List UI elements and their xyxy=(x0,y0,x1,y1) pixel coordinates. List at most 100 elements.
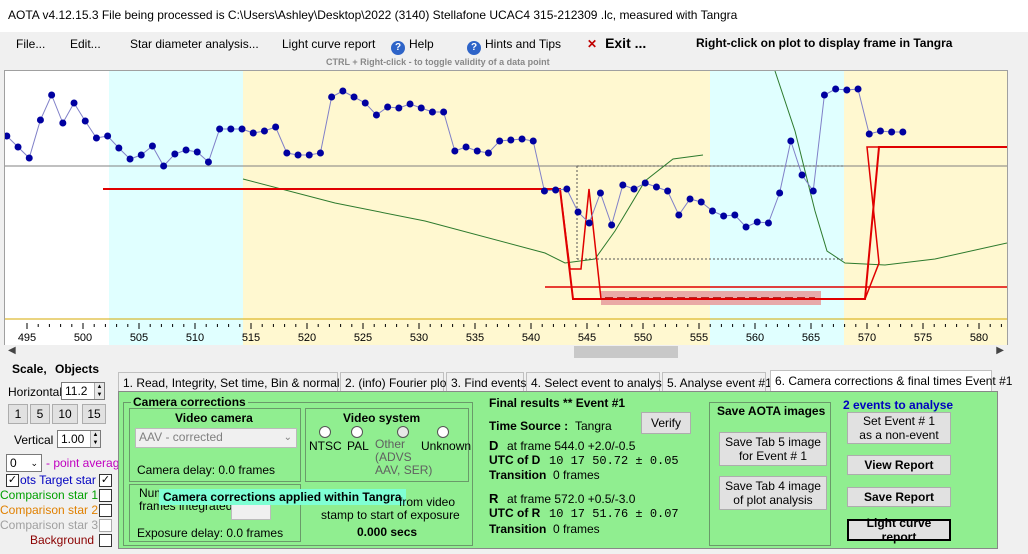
menu-edit[interactable]: Edit... xyxy=(70,37,101,51)
light-curve-plot[interactable]: 495 500 505 510 515 520 525 530 535 540 545 550 555 5… xyxy=(3,70,1008,346)
data-point[interactable] xyxy=(652,183,660,191)
data-point[interactable] xyxy=(832,85,840,93)
save-tab4-image-button[interactable]: Save Tab 4 image of plot analysis xyxy=(719,476,827,510)
data-point[interactable] xyxy=(137,151,145,159)
data-point[interactable] xyxy=(328,93,336,101)
data-point[interactable] xyxy=(540,187,548,195)
data-point[interactable] xyxy=(787,137,795,145)
data-point[interactable] xyxy=(742,223,750,231)
data-point[interactable] xyxy=(731,211,739,219)
data-point[interactable] xyxy=(641,179,649,187)
data-point[interactable] xyxy=(753,218,761,226)
data-point[interactable] xyxy=(350,93,358,101)
tab-select-event[interactable]: 4. Select event to analyse xyxy=(526,372,668,392)
comparison-star-2-checkbox[interactable] xyxy=(99,504,112,517)
scale-button-1[interactable]: 1 xyxy=(8,404,28,424)
menu-hints[interactable]: ? Hints and Tips xyxy=(467,37,561,55)
data-point[interactable] xyxy=(664,187,672,195)
data-point[interactable] xyxy=(283,149,291,157)
data-point[interactable] xyxy=(574,208,582,216)
data-point[interactable] xyxy=(260,127,268,135)
data-point[interactable] xyxy=(820,91,828,99)
vertical-spin-icon[interactable]: ▲ ▼ xyxy=(90,431,100,447)
data-point[interactable] xyxy=(619,181,627,189)
data-point[interactable] xyxy=(70,99,78,107)
scroll-left-icon[interactable]: ◀ xyxy=(8,345,16,356)
data-point[interactable] xyxy=(182,146,190,154)
scale-button-10[interactable]: 10 xyxy=(52,404,78,424)
data-point[interactable] xyxy=(227,125,235,133)
target-star-checkbox-left[interactable]: ✓ xyxy=(6,474,19,487)
data-point[interactable] xyxy=(764,219,772,227)
point-average-select[interactable]: 0 ⌄ xyxy=(6,454,42,472)
camera-select[interactable]: AAV - corrected ⌄ xyxy=(135,428,297,448)
data-point[interactable] xyxy=(160,162,168,170)
save-tab5-image-button[interactable]: Save Tab 5 image for Event # 1 xyxy=(719,432,827,466)
data-point[interactable] xyxy=(473,147,481,155)
data-point[interactable] xyxy=(294,151,302,159)
set-non-event-button[interactable]: Set Event # 1 as a non-event xyxy=(847,412,951,444)
view-report-button[interactable]: View Report xyxy=(847,455,951,475)
data-point[interactable] xyxy=(204,158,212,166)
light-curve-svg[interactable]: 495 500 505 510 515 520 525 530 535 540 545 550 555 5… xyxy=(3,70,1008,345)
data-point[interactable] xyxy=(507,136,515,144)
light-curve-report-button[interactable]: Light curve report xyxy=(847,516,951,544)
data-point[interactable] xyxy=(92,134,100,142)
data-point[interactable] xyxy=(36,116,44,124)
data-point[interactable] xyxy=(899,128,907,136)
radio-pal[interactable] xyxy=(351,426,363,438)
data-point[interactable] xyxy=(496,137,504,145)
verify-button[interactable]: Verify xyxy=(641,412,691,434)
radio-ntsc[interactable] xyxy=(319,426,331,438)
data-point[interactable] xyxy=(148,142,156,150)
scroll-right-icon[interactable]: ▶ xyxy=(996,345,1004,356)
data-point[interactable] xyxy=(854,85,862,93)
data-point[interactable] xyxy=(171,150,179,158)
data-point[interactable] xyxy=(417,104,425,112)
data-point[interactable] xyxy=(518,135,526,143)
data-point[interactable] xyxy=(372,111,380,119)
tab-analyse-event[interactable]: 5. Analyse event #1 xyxy=(662,372,772,392)
vertical-scale-input[interactable]: 1.00 ▲ ▼ xyxy=(57,430,101,448)
data-point[interactable] xyxy=(563,185,571,193)
data-point[interactable] xyxy=(697,198,705,206)
scale-button-5[interactable]: 5 xyxy=(30,404,50,424)
horizontal-spin-icon[interactable]: ▲ ▼ xyxy=(94,383,104,399)
data-point[interactable] xyxy=(675,211,683,219)
horizontal-scale-input[interactable]: 11.2 ▲ ▼ xyxy=(61,382,105,400)
data-point[interactable] xyxy=(316,149,324,157)
menu-light-curve-report[interactable]: Light curve report xyxy=(282,37,376,51)
data-point[interactable] xyxy=(216,125,224,133)
data-point[interactable] xyxy=(552,186,560,194)
data-point[interactable] xyxy=(193,148,201,156)
data-point[interactable] xyxy=(440,108,448,116)
comparison-star-1-checkbox[interactable] xyxy=(99,489,112,502)
data-point[interactable] xyxy=(126,155,134,163)
plot-scrollbar[interactable]: ◀ ▶ xyxy=(4,345,1008,359)
background-checkbox[interactable] xyxy=(99,534,112,547)
data-point[interactable] xyxy=(115,144,123,152)
data-point[interactable] xyxy=(843,86,851,94)
data-point[interactable] xyxy=(249,129,257,137)
data-point[interactable] xyxy=(272,123,280,131)
data-point[interactable] xyxy=(81,117,89,125)
data-point[interactable] xyxy=(529,137,537,145)
tab-read-integrity[interactable]: 1. Read, Integrity, Set time, Bin & norm… xyxy=(118,372,355,392)
scrollbar-thumb[interactable] xyxy=(574,346,678,358)
radio-other[interactable] xyxy=(397,426,409,438)
data-point[interactable] xyxy=(395,104,403,112)
data-point[interactable] xyxy=(809,187,817,195)
tab-fourier-plot[interactable]: 2. (info) Fourier plot xyxy=(340,372,450,392)
menu-star-diameter[interactable]: Star diameter analysis... xyxy=(130,37,259,51)
tab-find-events[interactable]: 3. Find events xyxy=(446,372,526,392)
data-point[interactable] xyxy=(462,143,470,151)
tab-camera-corrections[interactable]: 6. Camera corrections & final times Even… xyxy=(770,370,1012,392)
data-point[interactable] xyxy=(720,212,728,220)
data-point[interactable] xyxy=(686,195,694,203)
data-point[interactable] xyxy=(384,103,392,111)
data-point[interactable] xyxy=(238,125,246,133)
data-point[interactable] xyxy=(14,143,22,151)
data-point[interactable] xyxy=(888,128,896,136)
data-point[interactable] xyxy=(585,219,593,227)
menu-file[interactable]: File... xyxy=(16,37,46,51)
